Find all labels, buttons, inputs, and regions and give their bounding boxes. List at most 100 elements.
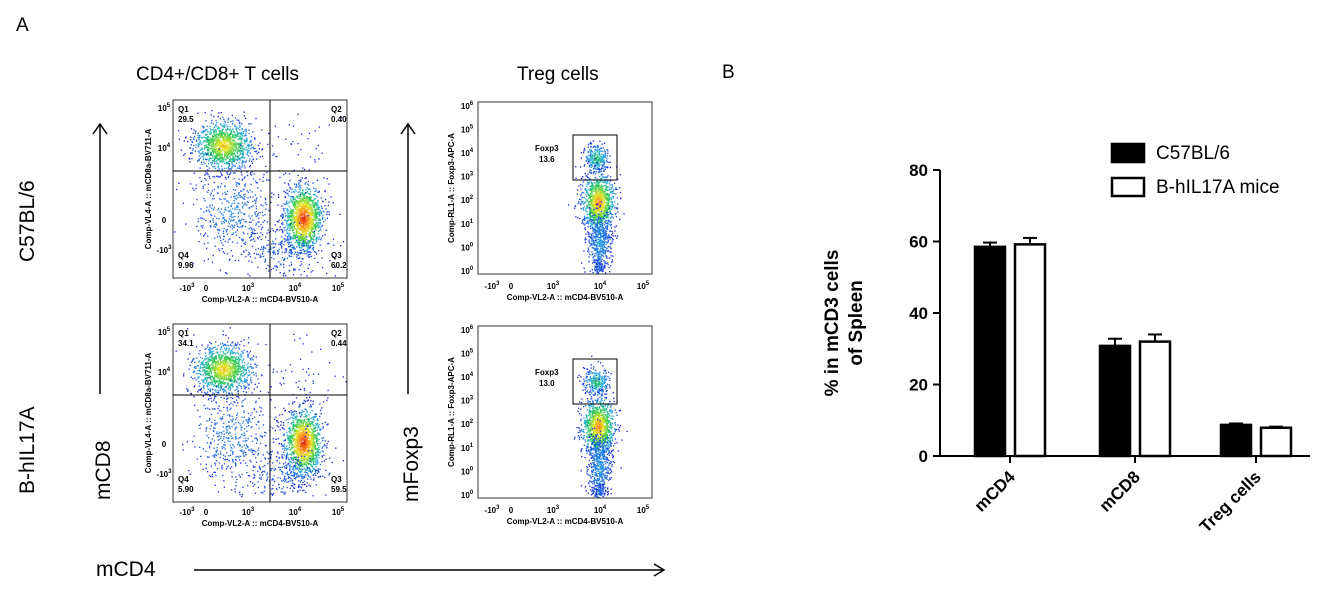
y-tick-label: 104 bbox=[461, 148, 474, 158]
mcd4-axis-arrow bbox=[194, 563, 666, 577]
y-tick-label: 106 bbox=[461, 101, 474, 111]
y-tick-label: 100 bbox=[461, 266, 474, 276]
dot-plot-cd4-cd8-c57bl6: 105 104 0 -103 -103 0 103 104 105 Comp-VL2-A :: m… bbox=[140, 92, 362, 314]
y-tick-label: 20 bbox=[909, 376, 928, 395]
x-tick-label: 0 bbox=[509, 506, 514, 515]
y-axis-label: Comp-VL4-A :: mCD8a-BV711-A bbox=[144, 352, 153, 473]
dot-cloud bbox=[573, 355, 628, 499]
x-tick-label: mCD4 bbox=[971, 467, 1020, 516]
x-tick-label: 104 bbox=[594, 505, 607, 515]
x-tick-label: 103 bbox=[547, 281, 560, 291]
panel-a-letter: A bbox=[16, 15, 29, 36]
bar-c57bl6-mcd8 bbox=[1098, 344, 1132, 458]
x-tick-label: 103 bbox=[547, 505, 560, 515]
quadrant-id-q2: Q2 bbox=[331, 329, 342, 338]
x-axis-label: Comp-VL2-A :: mCD4-BV510-A bbox=[507, 293, 624, 302]
x-tick-label: -103 bbox=[180, 283, 196, 293]
y-tick-label: 104 bbox=[461, 372, 474, 382]
quadrant-value-q4: 5.90 bbox=[178, 485, 194, 494]
bar-c57bl6-mcd4 bbox=[973, 245, 1007, 458]
y-tick-label: 100 bbox=[461, 490, 474, 500]
y-tick-label: 104 bbox=[158, 367, 171, 377]
treg-plot-b-hil17a: 106 105 104 103 102 101 100 100 -103 0 103 104 105 Co… bbox=[445, 316, 667, 538]
dot-plot-cd4-cd8-b-hil17a: 105 104 0 -103 -103 0 103 104 105 Comp-VL2-A :: m… bbox=[140, 316, 362, 538]
x-tick-label: 103 bbox=[242, 507, 255, 517]
column-title-cd4-cd8: CD4+/CD8+ T cells bbox=[136, 64, 299, 85]
x-tick-label: mCD8 bbox=[1096, 467, 1144, 515]
y-tick-label: 80 bbox=[909, 161, 928, 180]
y-tick-label: 0 bbox=[162, 440, 167, 449]
legend-entry: C57BL/6 bbox=[1156, 143, 1230, 164]
x-tick-label: -103 bbox=[485, 281, 501, 291]
treg-plot-c57bl6: 106 105 104 103 102 101 100 100 -103 0 103 104 105 Co… bbox=[445, 92, 667, 314]
bar-c57bl6-treg-cells bbox=[1219, 423, 1253, 458]
foxp3-gate-box bbox=[572, 134, 618, 181]
x-tick-label: 104 bbox=[289, 507, 302, 517]
plot-frame bbox=[172, 323, 348, 503]
quadrant-value-q4: 9.96 bbox=[178, 261, 194, 270]
y-tick-label: 60 bbox=[909, 233, 928, 252]
dot-cloud bbox=[567, 140, 625, 275]
x-tick-label: 105 bbox=[637, 281, 650, 291]
y-tick-label: 105 bbox=[461, 349, 474, 359]
mfoxp3-axis-arrow bbox=[400, 122, 416, 394]
x-axis-label: Comp-VL2-A :: mCD4-BV510-A bbox=[507, 517, 624, 526]
quadrant-value-q1: 29.5 bbox=[178, 115, 194, 124]
x-tick-label: 0 bbox=[509, 282, 514, 291]
plot-frame bbox=[172, 99, 348, 279]
y-tick-label: 40 bbox=[909, 304, 928, 323]
quadrant-id-q1: Q1 bbox=[178, 105, 189, 114]
x-tick-label: 104 bbox=[594, 281, 607, 291]
x-tick-label: 105 bbox=[332, 507, 345, 517]
plot-frame bbox=[477, 325, 653, 499]
gate-value: 13.0 bbox=[539, 379, 555, 388]
bar-b-hil17a-mcd4 bbox=[1013, 243, 1047, 458]
y-axis-label: Comp-VL4-A :: mCD8a-BV711-A bbox=[144, 128, 153, 249]
quadrant-value-q2: 0.40 bbox=[331, 115, 347, 124]
y-tick-label: 104 bbox=[158, 143, 171, 153]
y-axis-label: Comp-RL1-A :: Foxp3-APC-A bbox=[447, 133, 456, 243]
y-tick-label: 100 bbox=[461, 466, 474, 476]
bar-b-hil17a-treg-cells bbox=[1259, 426, 1293, 458]
treg-plot-canvas: 106 105 104 103 102 101 100 100 -103 0 103 104 105 Co… bbox=[447, 101, 653, 302]
y-tick-label: 102 bbox=[461, 419, 474, 429]
mcd4-axis-label: mCD4 bbox=[96, 558, 156, 581]
treg-plot-canvas: 106 105 104 103 102 101 100 100 -103 0 103 104 105 Co… bbox=[447, 325, 653, 526]
gate-value: 13.6 bbox=[539, 155, 555, 164]
gate-name: Foxp3 bbox=[535, 144, 559, 153]
y-tick-label: -103 bbox=[157, 245, 173, 255]
y-tick-label: 106 bbox=[461, 325, 474, 335]
x-axis-label: Comp-VL2-A :: mCD4-BV510-A bbox=[202, 295, 319, 304]
quadrant-value-q3: 60.2 bbox=[331, 261, 347, 270]
bar-b-hil17a-mcd8 bbox=[1138, 340, 1172, 458]
x-tick-label: 0 bbox=[204, 508, 209, 517]
quadrant-value-q2: 0.44 bbox=[331, 339, 347, 348]
x-tick-label: 104 bbox=[289, 283, 302, 293]
column-title-treg: Treg cells bbox=[517, 64, 599, 85]
mcd8-axis-arrow bbox=[92, 122, 108, 394]
y-tick-label: 101 bbox=[461, 443, 474, 453]
x-tick-label: Treg cells bbox=[1196, 467, 1265, 536]
x-tick-label: -103 bbox=[485, 505, 501, 515]
y-tick-label: 102 bbox=[461, 195, 474, 205]
quadrant-id-q3: Q3 bbox=[331, 475, 342, 484]
x-tick-label: 105 bbox=[637, 505, 650, 515]
gate-name: Foxp3 bbox=[535, 368, 559, 377]
x-tick-label: 103 bbox=[242, 283, 255, 293]
mfoxp3-axis-label: mFoxp3 bbox=[400, 426, 423, 502]
y-tick-label: 101 bbox=[461, 219, 474, 229]
y-tick-label: 0 bbox=[162, 216, 167, 225]
quadrant-value-q1: 34.1 bbox=[178, 339, 194, 348]
y-tick-label: 0 bbox=[919, 447, 928, 466]
mcd8-axis-label: mCD8 bbox=[92, 440, 115, 500]
quadrant-id-q4: Q4 bbox=[178, 251, 189, 260]
x-axis-label: Comp-VL2-A :: mCD4-BV510-A bbox=[202, 519, 319, 528]
x-tick-label: -103 bbox=[180, 507, 196, 517]
row-label-b-hil17a: B-hIL17A bbox=[16, 406, 39, 494]
legend-swatch bbox=[1110, 142, 1146, 164]
y-tick-label: 105 bbox=[158, 327, 171, 337]
panel-b-letter: B bbox=[722, 62, 735, 83]
x-tick-label: 105 bbox=[332, 283, 345, 293]
